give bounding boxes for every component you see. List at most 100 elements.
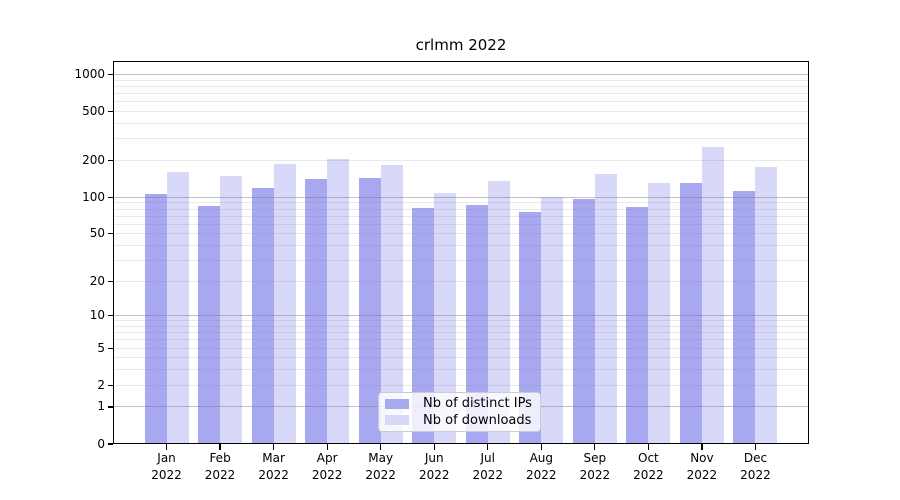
y-tick-label: 200 — [82, 152, 105, 167]
x-tick-label: Feb 2022 — [193, 450, 247, 483]
x-tick-label-month: Jan — [157, 451, 176, 465]
bar-nb-of-distinct-ips-mar — [251, 187, 274, 444]
x-tick-label-year: 2022 — [204, 467, 236, 482]
y-tick — [107, 233, 113, 235]
y-tick — [107, 315, 113, 317]
y-gridline — [113, 79, 809, 81]
plot-area — [113, 61, 809, 444]
y-gridline — [113, 111, 809, 113]
bar-nb-of-downloads-mar — [273, 164, 296, 444]
legend-swatch-distinct-ips-icon — [385, 398, 409, 409]
x-tick — [701, 444, 703, 450]
bar-nb-of-distinct-ips-feb — [198, 206, 221, 444]
x-tick — [165, 444, 168, 450]
bar-nb-of-downloads-apr — [327, 158, 350, 444]
bar-nb-of-downloads-dec — [755, 166, 778, 444]
y-gridline — [113, 369, 809, 371]
y-gridline — [113, 223, 809, 225]
y-gridline — [113, 315, 809, 317]
bar-nb-of-distinct-ips-apr — [305, 179, 328, 444]
y-gridline — [113, 326, 809, 328]
y-gridline — [113, 215, 809, 217]
y-gridline — [113, 332, 809, 334]
bar-nb-of-downloads-oct — [648, 183, 671, 444]
bar-nb-of-downloads-feb — [220, 176, 243, 444]
x-tick — [487, 444, 489, 450]
x-tick-label: Jun 2022 — [407, 450, 461, 483]
y-tick-label: 5 — [97, 340, 105, 355]
x-tick-label-month: May — [368, 451, 394, 465]
x-tick-label: Oct 2022 — [621, 450, 675, 483]
x-tick — [380, 444, 382, 450]
x-tick — [540, 444, 542, 450]
y-gridline — [113, 202, 809, 204]
x-tick-label-month: Nov — [690, 451, 714, 465]
x-tick-label-month: Feb — [209, 451, 231, 465]
y-gridline — [113, 208, 809, 210]
bar-nb-of-distinct-ips-oct — [626, 207, 649, 444]
y-tick — [107, 159, 113, 162]
x-tick-label-year: 2022 — [472, 467, 504, 482]
y-tick — [107, 73, 113, 76]
y-tick — [107, 280, 113, 282]
x-tick — [326, 444, 328, 450]
x-tick-label-month: Mar — [262, 451, 285, 465]
y-tick-label: 0 — [97, 436, 105, 451]
y-tick-label: 1000 — [74, 67, 105, 82]
grid-layer — [113, 61, 809, 444]
x-tick-label: Mar 2022 — [247, 450, 301, 483]
x-tick-label: Apr 2022 — [300, 450, 354, 483]
y-tick-label: 10 — [89, 308, 105, 323]
legend-swatch-downloads-icon — [385, 415, 409, 426]
legend: Nb of distinct IPs Nb of downloads — [378, 392, 541, 432]
y-gridline — [113, 320, 809, 322]
y-gridline — [113, 244, 809, 246]
y-gridline — [113, 280, 809, 282]
x-tick-label-month: Apr — [316, 451, 338, 465]
legend-label-downloads: Nb of downloads — [423, 412, 532, 428]
y-gridline — [113, 384, 809, 386]
x-tick-label-year: 2022 — [418, 467, 450, 482]
x-tick-label: Aug 2022 — [514, 450, 568, 483]
y-gridline — [113, 138, 809, 140]
y-gridline — [113, 93, 809, 95]
x-tick-label: Nov 2022 — [675, 450, 729, 483]
y-gridline — [113, 86, 809, 88]
y-gridline — [113, 339, 809, 341]
bars-layer — [113, 61, 809, 444]
y-gridline — [113, 123, 809, 124]
x-tick-label-month: Sep — [583, 451, 607, 465]
y-tick-label: 100 — [82, 189, 105, 204]
y-tick — [107, 110, 113, 113]
x-tick-label-year: 2022 — [740, 467, 771, 482]
legend-item-downloads: Nb of downloads — [379, 412, 540, 428]
x-tick — [219, 444, 221, 450]
bar-nb-of-downloads-aug — [541, 196, 564, 444]
x-tick-label-year: 2022 — [526, 467, 557, 482]
x-tick-label: Jan 2022 — [140, 450, 194, 483]
y-gridline — [113, 101, 809, 103]
y-tick-label: 2 — [97, 377, 105, 392]
x-tick-label: Sep 2022 — [568, 450, 622, 483]
y-gridline — [113, 259, 809, 261]
y-tick — [107, 406, 113, 408]
y-gridline — [113, 347, 809, 349]
x-tick-label-year: 2022 — [633, 467, 664, 482]
x-tick-label-month: Jun — [424, 451, 444, 465]
x-tick-label: Dec 2022 — [728, 450, 782, 483]
x-tick-label-year: 2022 — [151, 467, 182, 482]
x-tick-label-month: Oct — [638, 451, 659, 465]
y-gridline — [113, 357, 809, 359]
y-tick-label: 20 — [89, 273, 105, 288]
x-tick-label-month: Aug — [529, 451, 554, 465]
x-tick — [594, 444, 596, 450]
x-tick-label-year: 2022 — [311, 467, 343, 482]
y-gridline — [113, 233, 809, 235]
bar-nb-of-distinct-ips-sep — [572, 198, 595, 444]
bar-nb-of-distinct-ips-dec — [733, 191, 756, 444]
y-tick — [107, 443, 113, 445]
y-tick-label: 1 — [97, 399, 105, 414]
y-tick — [107, 196, 113, 198]
x-tick — [433, 444, 435, 450]
